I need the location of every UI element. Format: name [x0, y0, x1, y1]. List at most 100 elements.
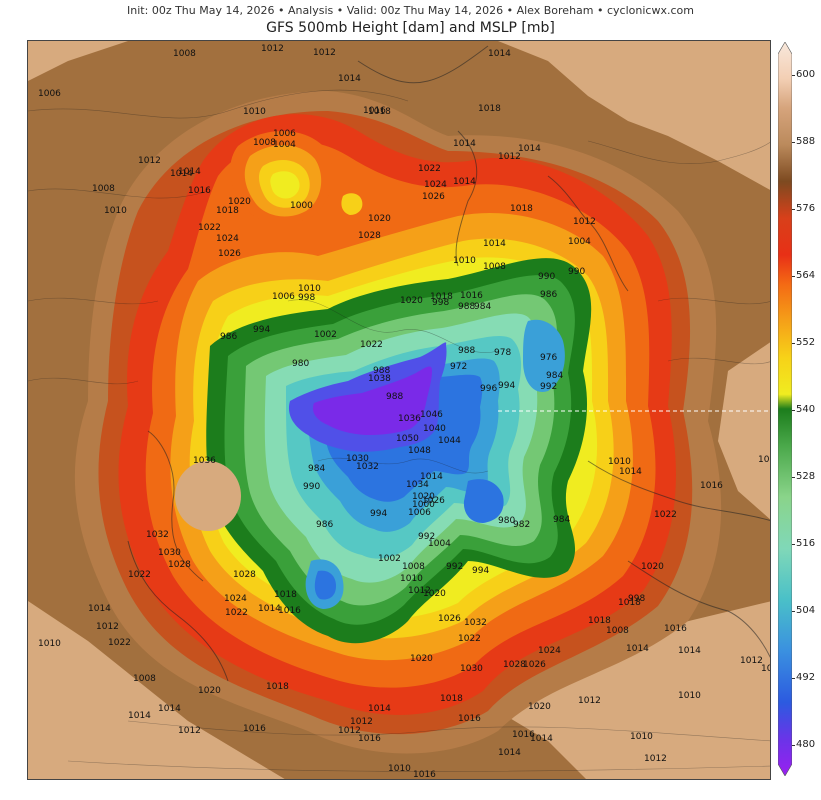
pressure-label: 1022: [108, 638, 131, 648]
pressure-label: 1010: [630, 732, 653, 742]
pressure-label: 1020: [368, 214, 391, 224]
pressure-label: 1010: [104, 206, 127, 216]
pressure-label: 1012: [573, 217, 596, 227]
pressure-label: 972: [450, 362, 467, 372]
pressure-label: 1018: [618, 598, 641, 608]
pressure-label: 1000: [412, 500, 435, 510]
pressure-label: 1020: [410, 654, 433, 664]
pressure-label: 988: [386, 392, 403, 402]
pressure-label: 1018: [478, 104, 501, 114]
pressure-label: 1014: [518, 144, 541, 154]
pressure-label: 1012: [96, 622, 119, 632]
pressure-label: 1026: [438, 614, 461, 624]
pressure-label: 1006: [272, 292, 295, 302]
pressure-label: 1026: [422, 496, 445, 506]
pressure-label: 1016: [243, 724, 266, 734]
colorbar-gradient: [777, 41, 793, 777]
pressure-label: 1022: [198, 223, 221, 233]
height-594-region-sw: [28, 601, 285, 779]
pressure-label: 1020: [423, 589, 446, 599]
pressure-label: 1038: [368, 374, 391, 384]
height-low-nw-core: [270, 171, 300, 199]
pressure-label: 1020: [641, 562, 664, 572]
pressure-label: 1050: [396, 434, 419, 444]
pressure-label: 1010: [243, 107, 266, 117]
height-map: [28, 41, 770, 779]
pressure-label: 988: [458, 302, 475, 312]
pressure-label: 1004: [568, 237, 591, 247]
colorbar-tick: [792, 343, 795, 344]
pressure-label: 1028: [358, 231, 381, 241]
pressure-label: 986: [316, 520, 333, 530]
pressure-label: 1008: [402, 562, 425, 572]
pressure-label: 988: [458, 346, 475, 356]
pressure-label: 1012: [313, 48, 336, 58]
colorbar-label: 516: [796, 538, 816, 549]
pressure-label: 1010: [388, 764, 411, 774]
pressure-label: 1004: [273, 140, 296, 150]
height-lobe-southwest-core: [314, 570, 336, 600]
pressure-label: 1022: [458, 634, 481, 644]
pressure-label: 1018: [274, 590, 297, 600]
colorbar-tick: [792, 678, 795, 679]
colorbar-tick: [792, 209, 795, 210]
pressure-label: 990: [538, 272, 555, 282]
pressure-label: 1012: [498, 152, 521, 162]
pressure-label: 986: [540, 290, 557, 300]
map-panel: 1006 1008 1012 1012 1014 1016 1018 1014 1014 1014…: [27, 40, 771, 780]
pressure-label: 984: [546, 371, 563, 381]
isobars: [28, 89, 770, 772]
pressure-label: 1010: [400, 574, 423, 584]
pressure-label: 978: [494, 348, 511, 358]
pressure-label: 1008: [92, 184, 115, 194]
pressure-label: 1034: [406, 480, 429, 490]
colorbar-tick: [792, 611, 795, 612]
pressure-label: 1004: [428, 539, 451, 549]
pressure-label: 996: [480, 384, 497, 394]
colorbar-label: 540: [796, 404, 816, 415]
pressure-label: 990: [568, 267, 585, 277]
pressure-label: 1016: [460, 291, 483, 301]
pressure-label: 994: [498, 381, 515, 391]
colorbar-label: 600: [796, 69, 816, 80]
pressure-label: 1024: [538, 646, 561, 656]
pressure-label: 1014: [170, 169, 193, 179]
pressure-label: 984: [553, 515, 570, 525]
height-594-region-nw: [28, 41, 128, 81]
pressure-label: 1014: [498, 748, 521, 758]
pressure-label: 1024: [424, 180, 447, 190]
pressure-label: 1016: [363, 106, 386, 116]
pressure-label: 1044: [438, 436, 461, 446]
pressure-label: 1008: [253, 138, 276, 148]
pressure-label: 1018: [510, 204, 533, 214]
pressure-label: 1012: [644, 754, 667, 764]
pressure-label: 1046: [420, 410, 443, 420]
colorbar-tick: [792, 544, 795, 545]
colorbar-label: 588: [796, 136, 816, 147]
pressure-label: 1012: [740, 656, 763, 666]
pressure-label: 1030: [346, 454, 369, 464]
pressure-label: 1026: [218, 249, 241, 259]
pressure-label: 1016: [664, 624, 687, 634]
pressure-label: 992: [446, 562, 463, 572]
pressure-label: 1014: [158, 704, 181, 714]
pressure-label: 976: [540, 353, 557, 363]
colorbar-tick: [792, 276, 795, 277]
colorbar-label: 564: [796, 270, 816, 281]
pressure-label: 1036: [193, 456, 216, 466]
pressure-label: 1008: [483, 262, 506, 272]
pressure-label: 1000: [290, 201, 313, 211]
pressure-label: 1018: [440, 694, 463, 704]
pressure-label: 994: [253, 325, 270, 335]
pressure-label: 1024: [224, 594, 247, 604]
colorbar-tick: [792, 745, 795, 746]
pressure-label: 1012: [408, 586, 431, 596]
chart-title: GFS 500mb Height [dam] and MSLP [mb]: [266, 20, 555, 36]
pressure-label: 1006: [38, 89, 61, 99]
pressure-label: 1040: [423, 424, 446, 434]
pressure-label: 1026: [422, 192, 445, 202]
pressure-label: 1022: [654, 510, 677, 520]
pressure-label: 1016: [278, 606, 301, 616]
colorbar-tick: [792, 410, 795, 411]
pressure-label: 1012: [761, 664, 771, 674]
